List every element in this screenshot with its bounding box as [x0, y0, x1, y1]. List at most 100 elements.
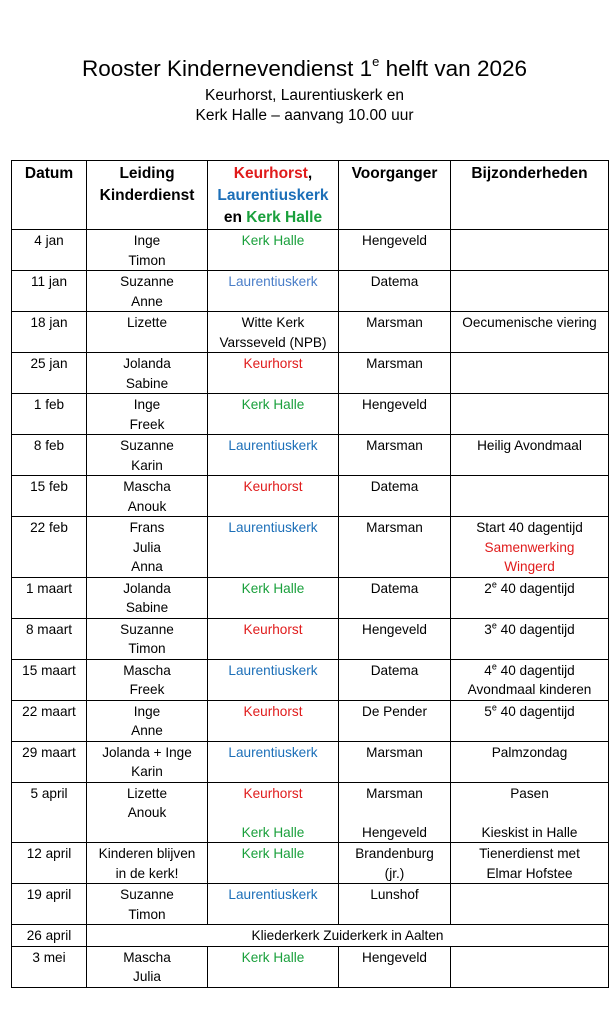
- datum-text: 22 maart: [22, 703, 76, 719]
- bijzonderheid-text: 2e 40 dagentijd: [453, 579, 606, 599]
- bijzonderheid-label: 40 dagentijd: [496, 580, 575, 596]
- table-row: 18 jan Lizette Witte Kerk Varsseveld (NPB) M…: [11, 311, 609, 353]
- table-row: 22 feb Frans Julia Anna Laurentiuskerk Marsma…: [11, 516, 609, 578]
- leiding-name: Suzanne: [120, 438, 174, 453]
- ordinal-number: 5: [484, 703, 492, 719]
- datum-text: 18 jan: [30, 315, 68, 330]
- leiding-name: Sabine: [125, 600, 169, 615]
- locatie-name: Kerk Halle: [241, 580, 305, 596]
- cell-datum: 8 feb: [11, 434, 87, 476]
- table-row: 29 maart Jolanda + Inge Karin Laurentiusker…: [11, 740, 609, 783]
- locatie-name: Laurentiuskerk: [228, 887, 318, 902]
- leiding-name: Anne: [131, 293, 163, 309]
- cell-voorganger: Marsman Hengeveld: [338, 781, 451, 843]
- cell-datum: 8 maart: [11, 617, 87, 660]
- cell-locatie: Keurhorst: [207, 352, 339, 394]
- ordinal-superscript: e: [491, 619, 497, 630]
- bijzonderheid-text: Pasen: [453, 784, 606, 804]
- cell-locatie: Keurhorst: [207, 699, 339, 742]
- cell-datum: 5 april: [11, 781, 87, 843]
- leiding-name: in de kerk!: [115, 865, 179, 881]
- title-superscript: e: [372, 53, 380, 69]
- cell-leiding: Lizette: [86, 311, 208, 353]
- leiding-name: Sabine: [125, 375, 169, 391]
- bijzonderheid-text: 4e 40 dagentijd: [453, 661, 606, 681]
- voorganger-name: Datema: [370, 274, 419, 289]
- table-row: 11 jan Suzanne Anne Laurentiuskerk Datema: [11, 270, 609, 312]
- bijzonderheid-label: Heilig Avondmaal: [477, 438, 582, 453]
- cell-datum: 15 maart: [11, 658, 87, 701]
- datum-text: 1 feb: [33, 397, 65, 412]
- cell-voorganger: Lunshof: [338, 883, 451, 925]
- voorganger-name: Hengeveld: [362, 824, 427, 840]
- cell-leiding: Suzanne Anne: [86, 270, 208, 312]
- leiding-name: Anna: [131, 559, 163, 574]
- cell-voorganger: Hengeveld: [338, 945, 451, 988]
- bijzonderheid-label: Tienerdienst met: [479, 846, 580, 861]
- bijzonderheid-text: 5e 40 dagentijd: [453, 702, 606, 722]
- blank-line: [453, 803, 606, 823]
- cell-locatie: Kerk Halle: [207, 229, 339, 271]
- leiding-name: Inge: [133, 703, 161, 719]
- cell-datum: 18 jan: [11, 311, 87, 353]
- ordinal-superscript: e: [491, 660, 497, 671]
- cell-locatie: Keurhorst: [207, 617, 339, 660]
- cell-voorganger: Datema: [338, 270, 451, 312]
- leiding-name: Lizette: [126, 315, 168, 330]
- cell-locatie: Laurentiuskerk: [207, 434, 339, 476]
- leiding-name: Mascha: [123, 479, 171, 494]
- voorganger-name: De Pender: [362, 703, 427, 719]
- cell-voorganger: Marsman: [338, 352, 451, 394]
- cell-voorganger: Marsman: [338, 516, 451, 578]
- datum-text: 8 maart: [25, 621, 73, 637]
- cell-bijzonderheden: [450, 393, 609, 435]
- locatie-name: Keurhorst: [243, 356, 303, 371]
- header-leiding: Leiding Kinderdienst: [86, 160, 208, 230]
- voorganger-name: Marsman: [366, 356, 423, 371]
- table-header-row: Datum Leiding Kinderdienst Keurhorst, La…: [11, 160, 609, 230]
- voorganger-name: Marsman: [366, 438, 423, 453]
- subtitle-line-2: Kerk Halle – aanvang 10.00 uur: [195, 107, 414, 124]
- bijzonderheid-text: Avondmaal kinderen: [453, 680, 606, 700]
- cell-leiding: Kinderen blijven in de kerk!: [86, 842, 208, 884]
- leiding-name: Freek: [129, 682, 165, 697]
- bijzonderheid-text: Wingerd: [453, 557, 606, 577]
- blank-line: [210, 803, 336, 823]
- bijzonderheid-label: 40 dagentijd: [496, 662, 575, 678]
- cell-bijzonderheden: 5e 40 dagentijd: [450, 699, 609, 742]
- cell-leiding: Inge Anne: [86, 699, 208, 742]
- header-locatie: Keurhorst, Laurentiuskerk en Kerk Halle: [207, 160, 339, 230]
- cell-datum: 15 feb: [11, 475, 87, 517]
- datum-text: 26 april: [26, 928, 72, 943]
- datum-text: 11 jan: [30, 274, 68, 289]
- ordinal-superscript: e: [491, 701, 497, 712]
- table-row: 15 feb Mascha Anouk Keurhorst Datema: [11, 475, 609, 517]
- page-title: Rooster Kindernevendienst 1e helft van 2…: [0, 55, 609, 83]
- leiding-name: Anouk: [127, 805, 167, 820]
- datum-text: 19 april: [26, 887, 72, 902]
- table-row: 26 april Kliederkerk Zuiderkerk in Aalten: [11, 924, 609, 947]
- title-text-rest: helft van 2026: [379, 56, 528, 81]
- cell-locatie: Kerk Halle: [207, 576, 339, 619]
- table-row: 5 april Lizette Anouk Keurhorst Kerk Halle Ma…: [11, 781, 609, 843]
- locatie-name: Kerk Halle: [241, 824, 305, 840]
- voorganger-name: Datema: [370, 479, 419, 494]
- table-row: 12 april Kinderen blijven in de kerk! Kerk …: [11, 842, 609, 884]
- header-voorganger-text: Voorganger: [351, 165, 438, 182]
- schedule-table: Datum Leiding Kinderdienst Keurhorst, La…: [11, 160, 609, 988]
- cell-locatie: Laurentiuskerk: [207, 883, 339, 925]
- cell-leiding: Suzanne Timon: [86, 883, 208, 925]
- ordinal-number: 2: [484, 580, 492, 596]
- leiding-name: Freek: [129, 416, 165, 432]
- cell-locatie: Kerk Halle: [207, 393, 339, 435]
- locatie-name: Kerk Halle: [241, 846, 305, 861]
- bijzonderheid-text: Samenwerking: [453, 538, 606, 558]
- cell-bijzonderheden: [450, 229, 609, 271]
- leiding-name: Mascha: [123, 949, 171, 965]
- datum-text: 12 april: [26, 846, 72, 861]
- bijzonderheid-label: Kieskist in Halle: [481, 824, 578, 840]
- bijzonderheid-text: Palmzondag: [453, 743, 606, 763]
- datum-text: 3 mei: [32, 949, 66, 965]
- bijzonderheid-text: Oecumenische viering: [453, 313, 606, 333]
- cell-locatie: Laurentiuskerk: [207, 740, 339, 783]
